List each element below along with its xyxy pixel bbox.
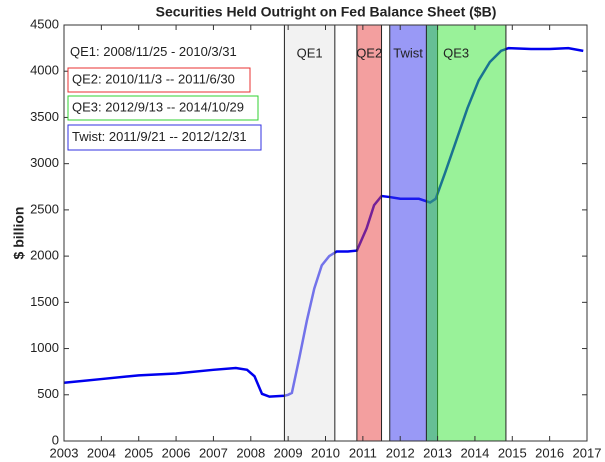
x-tick-label: 2013 [423,445,452,460]
y-axis-label: $ billion [11,207,27,260]
y-tick-label: 1000 [30,340,59,355]
y-tick-label: 2000 [30,248,59,263]
region-label: Twist [393,45,423,60]
annotation-box [67,124,262,151]
x-tick-label: 2007 [199,445,228,460]
annotation-box [67,67,251,93]
x-tick-label: 2009 [274,445,303,460]
x-tick-label: 2006 [162,445,191,460]
y-tick-label: 500 [37,386,59,401]
x-tick-label: 2017 [573,445,602,460]
x-tick-label: 2008 [236,445,265,460]
region [283,24,336,442]
x-tick-label: 2011 [349,445,377,460]
region [356,24,383,442]
y-tick-label: 3000 [30,155,59,170]
annotation-box [67,95,259,121]
region-label: QE1 [297,45,323,60]
y-tick-label: 4000 [30,63,59,78]
annotation-text: QE3: 2012/9/13 -- 2014/10/29 [72,99,244,114]
region [425,24,507,442]
x-tick-label: 2012 [386,445,415,460]
y-tick-label: 4500 [30,16,59,31]
y-tick-label: 1500 [30,294,59,309]
y-tick-label: 0 [52,432,59,447]
x-tick-label: 2005 [124,445,153,460]
chart-title: Securities Held Outright on Fed Balance … [156,4,497,20]
annotation-box [65,39,271,66]
x-tick-label: 2004 [87,445,116,460]
annotation-text: Twist: 2011/9/21 -- 2012/12/31 [72,129,247,144]
x-tick-label: 2016 [535,445,564,460]
y-tick-label: 3500 [30,109,59,124]
region-label: QE2 [356,45,382,60]
x-tick-label: 2010 [311,445,340,460]
annotation-text: QE2: 2010/11/3 -- 2011/6/30 [72,71,235,86]
y-tick-label: 2500 [30,201,59,216]
x-tick-label: 2014 [460,445,489,460]
x-tick-label: 2003 [50,445,79,460]
x-tick-label: 2015 [498,445,527,460]
region-label: QE3 [443,45,469,60]
annotation-text: QE1: 2008/11/25 - 2010/3/31 [70,44,237,59]
